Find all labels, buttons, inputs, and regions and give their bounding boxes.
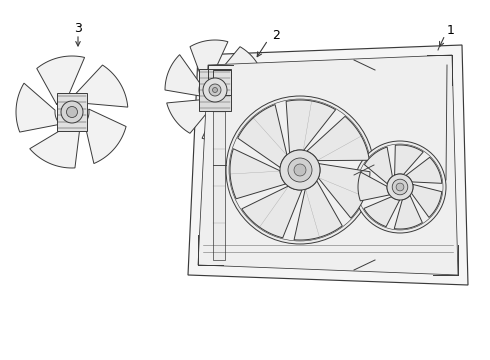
Polygon shape (74, 65, 128, 107)
Text: 2: 2 (272, 28, 280, 41)
Circle shape (288, 158, 312, 182)
Polygon shape (16, 83, 60, 132)
Polygon shape (358, 172, 390, 201)
Circle shape (229, 99, 371, 241)
Circle shape (226, 96, 374, 244)
Circle shape (357, 144, 443, 230)
Circle shape (396, 183, 404, 191)
Polygon shape (318, 164, 370, 218)
Polygon shape (213, 70, 225, 260)
Polygon shape (202, 100, 240, 140)
Polygon shape (30, 127, 80, 168)
Polygon shape (217, 47, 263, 80)
Polygon shape (165, 55, 200, 96)
Bar (199, 69, 231, 111)
Polygon shape (394, 145, 423, 175)
Polygon shape (230, 84, 265, 125)
Polygon shape (85, 109, 126, 163)
Polygon shape (286, 100, 336, 153)
Polygon shape (365, 147, 392, 184)
Circle shape (213, 87, 218, 93)
Polygon shape (406, 157, 442, 183)
Polygon shape (242, 186, 302, 238)
Polygon shape (394, 195, 422, 229)
Circle shape (280, 150, 320, 190)
Polygon shape (190, 40, 228, 80)
Circle shape (294, 164, 306, 176)
Polygon shape (412, 184, 442, 217)
Bar (213, 70, 231, 95)
Polygon shape (307, 116, 369, 161)
Text: 1: 1 (447, 23, 455, 36)
Polygon shape (364, 197, 400, 227)
Polygon shape (188, 45, 468, 285)
Circle shape (354, 141, 446, 233)
Circle shape (67, 107, 77, 117)
Polygon shape (37, 56, 85, 104)
Polygon shape (238, 105, 287, 167)
Polygon shape (230, 149, 286, 199)
Polygon shape (167, 100, 213, 133)
Text: 3: 3 (74, 22, 82, 35)
Bar (57, 93, 87, 131)
Circle shape (209, 84, 221, 96)
Polygon shape (294, 181, 343, 240)
Circle shape (203, 78, 227, 102)
Polygon shape (198, 55, 458, 275)
Circle shape (392, 179, 408, 195)
Circle shape (387, 174, 413, 200)
Circle shape (61, 101, 83, 123)
